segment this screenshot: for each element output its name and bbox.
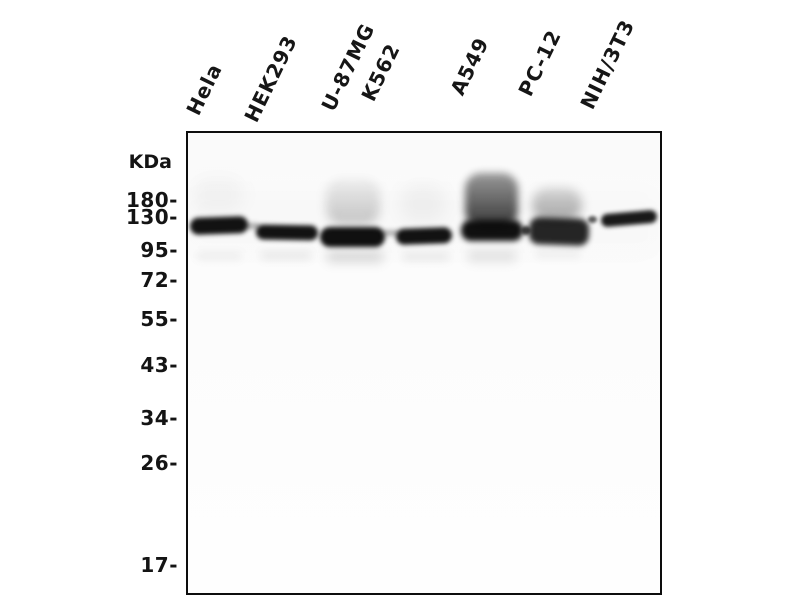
blot-smear-u-87mg — [326, 179, 380, 225]
blot-shadow-pc-12 — [535, 250, 581, 258]
blot-haze-hela — [192, 177, 244, 213]
lane-label-hela: Hela — [181, 59, 227, 119]
blot-smear-pc-12 — [532, 188, 582, 221]
mw-marker-17: 17- — [140, 553, 178, 577]
blot-dot-pc-12-nih-3t3 — [588, 216, 597, 223]
blot-band-u-87mg — [320, 227, 385, 247]
blot-shadow-hela — [196, 252, 242, 260]
blot-band-hek293 — [255, 224, 319, 241]
blot-shadow-a549 — [467, 250, 517, 262]
lane-label-a549: A549 — [445, 33, 494, 99]
mw-marker-130: 130- — [125, 205, 178, 229]
blot-link-hela-hek293 — [244, 223, 260, 229]
blot-band-hela — [189, 215, 249, 236]
blot-dot-a549-pc-12 — [521, 226, 531, 235]
mw-marker-43: 43- — [140, 353, 178, 377]
protein-bands-layer — [188, 133, 660, 593]
mw-marker-55: 55- — [140, 307, 178, 331]
blot-band-a549 — [461, 220, 523, 241]
mw-marker-26: 26- — [140, 451, 178, 475]
blot-shadow-u-87mg — [326, 250, 384, 263]
blot-link-u-87mg-k562 — [382, 230, 400, 236]
unit-label: KDa — [128, 151, 172, 173]
blot-shadow-hek293 — [260, 251, 312, 260]
lane-label-hek293: HEK293 — [239, 31, 303, 126]
blot-haze-k562 — [400, 185, 446, 223]
blot-band-k562 — [395, 227, 453, 245]
blot-smear-a549 — [465, 173, 518, 227]
mw-marker-34: 34- — [140, 406, 178, 430]
blot-membrane — [186, 131, 662, 595]
blot-shadow-k562 — [402, 252, 450, 261]
mw-marker-95: 95- — [140, 238, 178, 262]
blot-band-pc-12 — [528, 216, 590, 247]
mw-marker-72: 72- — [140, 268, 178, 292]
lane-label-pc-12: PC-12 — [513, 25, 567, 101]
mw-marker-180: 180- — [125, 188, 178, 212]
lane-label-nih-3t3: NIH/3T3 — [575, 15, 640, 114]
